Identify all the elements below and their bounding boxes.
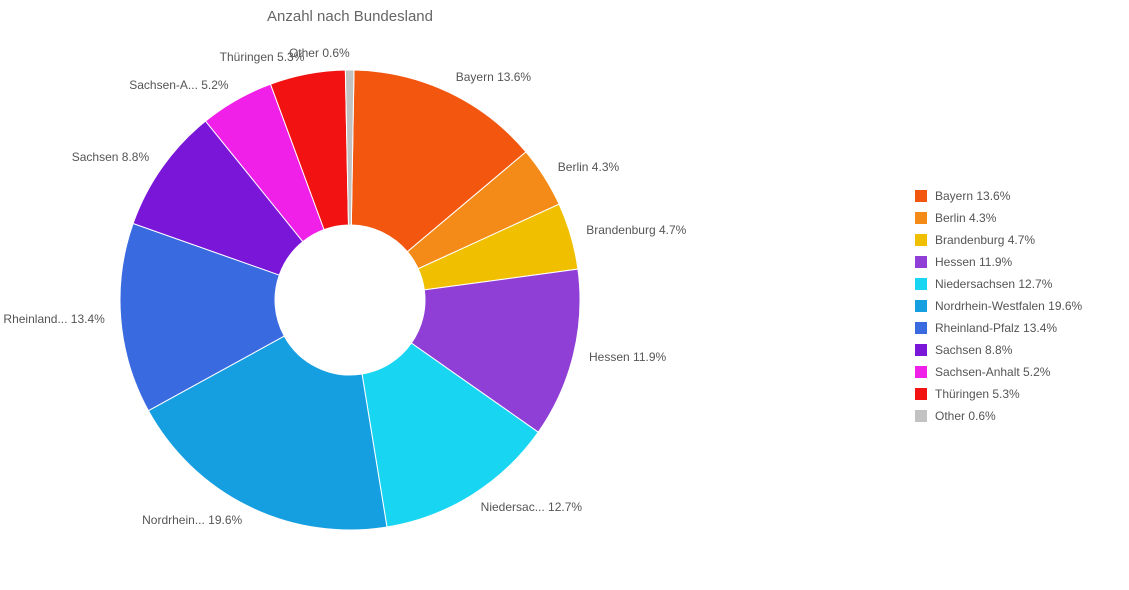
legend-swatch (915, 234, 927, 246)
legend-swatch (915, 410, 927, 422)
legend-label: Hessen 11.9% (935, 255, 1012, 269)
legend-swatch (915, 300, 927, 312)
legend-label: Bayern 13.6% (935, 189, 1010, 203)
legend-label: Berlin 4.3% (935, 211, 996, 225)
legend-label: Nordrhein-Westfalen 19.6% (935, 299, 1082, 313)
legend-swatch (915, 366, 927, 378)
legend-swatch (915, 344, 927, 356)
legend-label: Other 0.6% (935, 409, 996, 423)
legend-item[interactable]: Niedersachsen 12.7% (915, 273, 1082, 295)
legend-item[interactable]: Hessen 11.9% (915, 251, 1082, 273)
legend-swatch (915, 278, 927, 290)
slice-label: Nordrhein... 19.6% (142, 514, 242, 526)
slice-label: Hessen 11.9% (589, 351, 666, 363)
legend-item[interactable]: Other 0.6% (915, 405, 1082, 427)
legend-label: Sachsen 8.8% (935, 343, 1012, 357)
legend-item[interactable]: Thüringen 5.3% (915, 383, 1082, 405)
legend-swatch (915, 388, 927, 400)
donut-svg (0, 0, 700, 590)
legend-label: Brandenburg 4.7% (935, 233, 1035, 247)
legend-label: Sachsen-Anhalt 5.2% (935, 365, 1050, 379)
legend-item[interactable]: Bayern 13.6% (915, 185, 1082, 207)
legend-item[interactable]: Rheinland-Pfalz 13.4% (915, 317, 1082, 339)
legend-swatch (915, 256, 927, 268)
legend-label: Niedersachsen 12.7% (935, 277, 1052, 291)
slice-label: Bayern 13.6% (456, 71, 531, 83)
legend-item[interactable]: Sachsen 8.8% (915, 339, 1082, 361)
legend: Bayern 13.6% Berlin 4.3% Brandenburg 4.7% H… (915, 185, 1082, 427)
slice-label: Sachsen 8.8% (72, 151, 149, 163)
donut-chart: Anzahl nach Bundesland Bayern 13.6%Berli… (0, 0, 700, 590)
legend-label: Thüringen 5.3% (935, 387, 1020, 401)
legend-item[interactable]: Sachsen-Anhalt 5.2% (915, 361, 1082, 383)
slice-label: Other 0.6% (289, 47, 350, 59)
legend-swatch (915, 190, 927, 202)
legend-label: Rheinland-Pfalz 13.4% (935, 321, 1057, 335)
legend-item[interactable]: Brandenburg 4.7% (915, 229, 1082, 251)
slice-label: Niedersac... 12.7% (481, 501, 582, 513)
legend-swatch (915, 322, 927, 334)
slice-label: Rheinland... 13.4% (3, 313, 104, 325)
slice-label: Brandenburg 4.7% (586, 224, 686, 236)
slice-label: Sachsen-A... 5.2% (129, 79, 228, 91)
legend-item[interactable]: Berlin 4.3% (915, 207, 1082, 229)
slice-label: Berlin 4.3% (558, 161, 619, 173)
legend-swatch (915, 212, 927, 224)
legend-item[interactable]: Nordrhein-Westfalen 19.6% (915, 295, 1082, 317)
